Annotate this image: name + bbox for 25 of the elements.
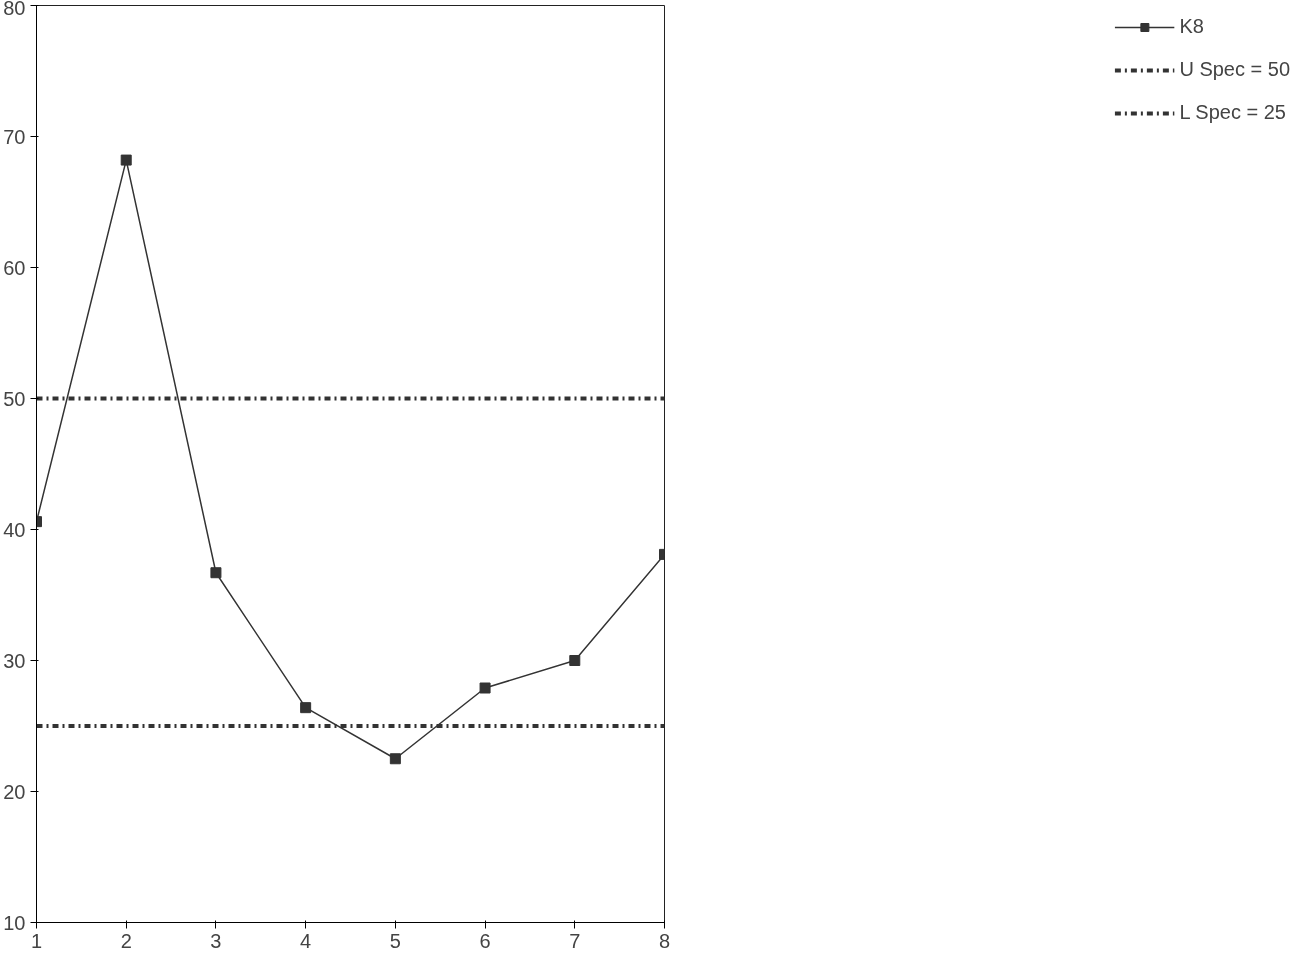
y-tick-label: 60 (3, 256, 26, 279)
x-tick-label: 8 (658, 929, 671, 952)
y-tick-label: 30 (3, 649, 26, 672)
x-tick-label: 3 (210, 929, 222, 952)
y-tick-label: 80 (3, 0, 26, 19)
y-tick-label: 10 (3, 911, 26, 934)
point (389, 753, 401, 765)
point (120, 154, 132, 166)
legend-label: L Spec = 25 (1179, 101, 1286, 124)
x-tick-label: 7 (569, 929, 581, 952)
x-tick-label: 2 (120, 929, 132, 952)
x-tick-label: 5 (389, 929, 401, 952)
point (210, 567, 222, 579)
x-tick-label: 1 (30, 929, 43, 952)
x-tick-label: 6 (479, 929, 491, 952)
x-tick-label: 4 (300, 929, 312, 952)
legend-label: U Spec = 50 (1179, 58, 1290, 81)
y-tick-label: 70 (3, 125, 26, 148)
y-tick-label: 20 (3, 780, 26, 803)
point (300, 702, 312, 714)
point (569, 655, 581, 666)
y-tick-label: 40 (3, 518, 26, 541)
y-tick-label: 50 (3, 387, 26, 410)
point (479, 682, 491, 694)
legend-label: K8 (1179, 15, 1204, 38)
